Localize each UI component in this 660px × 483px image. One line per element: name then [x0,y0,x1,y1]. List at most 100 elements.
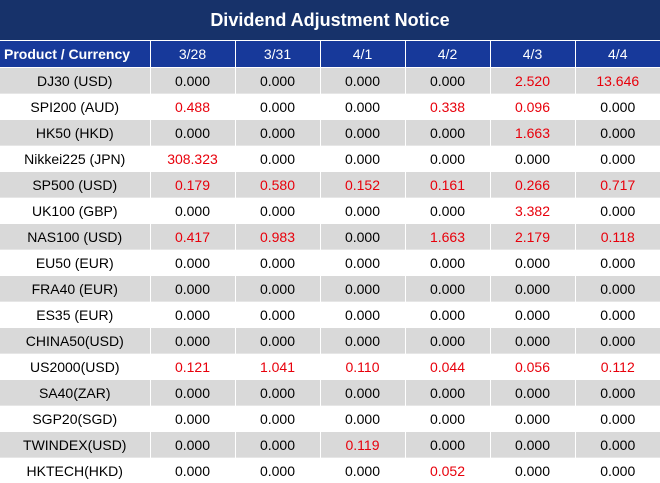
dividend-value-cell: 0.000 [405,301,491,328]
dividend-value-cell: 0.000 [405,145,491,172]
product-cell: FRA40 (EUR) [0,275,151,302]
dividend-value-cell: 0.000 [150,457,236,483]
dividend-value-cell: 0.000 [235,431,321,458]
table-row: US2000(USD) 0.121 1.041 0.110 0.044 0.056 0.11… [0,353,660,380]
product-cell: SPI200 (AUD) [0,93,151,120]
dividend-value-cell: 0.000 [575,145,660,172]
table-row: HK50 (HKD) 0.000 0.000 0.000 0.000 1.663 0.000 [0,119,660,146]
dividend-value-cell: 0.000 [490,249,576,276]
table-body: DJ30 (USD) 0.000 0.000 0.000 0.000 2.520 13.64… [0,67,660,483]
dividend-value-cell: 0.000 [150,431,236,458]
table-row: EU50 (EUR) 0.000 0.000 0.000 0.000 0.000 0.000 [0,249,660,276]
dividend-value-cell: 0.118 [575,223,660,250]
dividend-value-cell: 0.052 [405,457,491,483]
dividend-value-cell: 0.000 [150,197,236,224]
dividend-value-cell: 2.520 [490,67,576,94]
dividend-value-cell: 0.000 [235,145,321,172]
dividend-value-cell: 0.000 [575,457,660,483]
dividend-value-cell: 0.338 [405,93,491,120]
table-row: SGP20(SGD) 0.000 0.000 0.000 0.000 0.000 0.000 [0,405,660,432]
dividend-value-cell: 0.000 [235,379,321,406]
product-cell: SGP20(SGD) [0,405,151,432]
dividend-value-cell: 0.000 [405,327,491,354]
dividend-value-cell: 0.044 [405,353,491,380]
dividend-value-cell: 0.000 [235,249,321,276]
dividend-value-cell: 0.000 [235,67,321,94]
dividend-value-cell: 0.000 [575,301,660,328]
dividend-value-cell: 13.646 [575,67,660,94]
product-cell: Nikkei225 (JPN) [0,145,151,172]
notice-title: Dividend Adjustment Notice [0,0,660,40]
dividend-value-cell: 0.000 [150,67,236,94]
product-cell: CHINA50(USD) [0,327,151,354]
dividend-value-cell: 0.417 [150,223,236,250]
product-cell: TWINDEX(USD) [0,431,151,458]
table-row: FRA40 (EUR) 0.000 0.000 0.000 0.000 0.000 0.00… [0,275,660,302]
dividend-value-cell: 0.000 [235,327,321,354]
product-cell: UK100 (GBP) [0,197,151,224]
dividend-value-cell: 0.000 [490,327,576,354]
table-row: NAS100 (USD) 0.417 0.983 0.000 1.663 2.179 0.1… [0,223,660,250]
dividend-value-cell: 0.000 [405,275,491,302]
product-cell: US2000(USD) [0,353,151,380]
dividend-value-cell: 0.110 [320,353,406,380]
dividend-value-cell: 0.000 [320,327,406,354]
dividend-value-cell: 0.000 [320,145,406,172]
dividend-value-cell: 0.000 [235,457,321,483]
dividend-value-cell: 0.152 [320,171,406,198]
dividend-value-cell: 0.000 [235,119,321,146]
dividend-value-cell: 0.000 [320,249,406,276]
product-cell: SP500 (USD) [0,171,151,198]
dividend-value-cell: 0.000 [320,93,406,120]
dividend-value-cell: 0.983 [235,223,321,250]
dividend-value-cell: 0.000 [575,275,660,302]
dividend-value-cell: 0.000 [575,431,660,458]
table-row: ES35 (EUR) 0.000 0.000 0.000 0.000 0.000 0.000 [0,301,660,328]
table-row: DJ30 (USD) 0.000 0.000 0.000 0.000 2.520 13.64… [0,67,660,94]
dividend-value-cell: 0.000 [235,197,321,224]
dividend-value-cell: 0.000 [575,93,660,120]
dividend-value-cell: 0.000 [320,197,406,224]
product-cell: HK50 (HKD) [0,119,151,146]
product-cell: HKTECH(HKD) [0,457,151,483]
dividend-value-cell: 0.000 [490,379,576,406]
dividend-value-cell: 0.580 [235,171,321,198]
dividend-value-cell: 0.717 [575,171,660,198]
dividend-value-cell: 308.323 [150,145,236,172]
column-header-date: 4/1 [320,40,406,68]
dividend-value-cell: 0.000 [405,119,491,146]
dividend-value-cell: 0.000 [575,379,660,406]
dividend-value-cell: 0.000 [490,457,576,483]
product-cell: DJ30 (USD) [0,67,151,94]
column-header-date: 4/4 [575,40,660,68]
table-row: SP500 (USD) 0.179 0.580 0.152 0.161 0.266 0.71… [0,171,660,198]
dividend-value-cell: 0.000 [235,275,321,302]
dividend-value-cell: 0.000 [320,301,406,328]
dividend-value-cell: 0.266 [490,171,576,198]
column-header-date: 4/2 [405,40,491,68]
dividend-value-cell: 0.000 [150,327,236,354]
dividend-table: Product / Currency 3/28 3/31 4/1 4/2 4/3… [0,40,660,483]
product-cell: SA40(ZAR) [0,379,151,406]
dividend-value-cell: 1.663 [405,223,491,250]
dividend-value-cell: 0.000 [490,431,576,458]
dividend-value-cell: 0.000 [405,379,491,406]
table-row: SA40(ZAR) 0.000 0.000 0.000 0.000 0.000 0.000 [0,379,660,406]
dividend-value-cell: 0.056 [490,353,576,380]
dividend-value-cell: 0.000 [150,275,236,302]
dividend-value-cell: 0.000 [150,405,236,432]
dividend-value-cell: 0.000 [490,301,576,328]
dividend-value-cell: 0.000 [405,67,491,94]
dividend-value-cell: 0.000 [235,301,321,328]
dividend-value-cell: 0.121 [150,353,236,380]
dividend-value-cell: 0.000 [320,457,406,483]
table-row: Nikkei225 (JPN) 308.323 0.000 0.000 0.000 0.0… [0,145,660,172]
product-cell: NAS100 (USD) [0,223,151,250]
table-row: TWINDEX(USD) 0.000 0.000 0.119 0.000 0.000 0.0… [0,431,660,458]
dividend-value-cell: 0.000 [150,119,236,146]
dividend-value-cell: 0.161 [405,171,491,198]
dividend-value-cell: 0.000 [490,145,576,172]
dividend-value-cell: 0.000 [150,249,236,276]
dividend-value-cell: 0.000 [320,405,406,432]
dividend-value-cell: 3.382 [490,197,576,224]
